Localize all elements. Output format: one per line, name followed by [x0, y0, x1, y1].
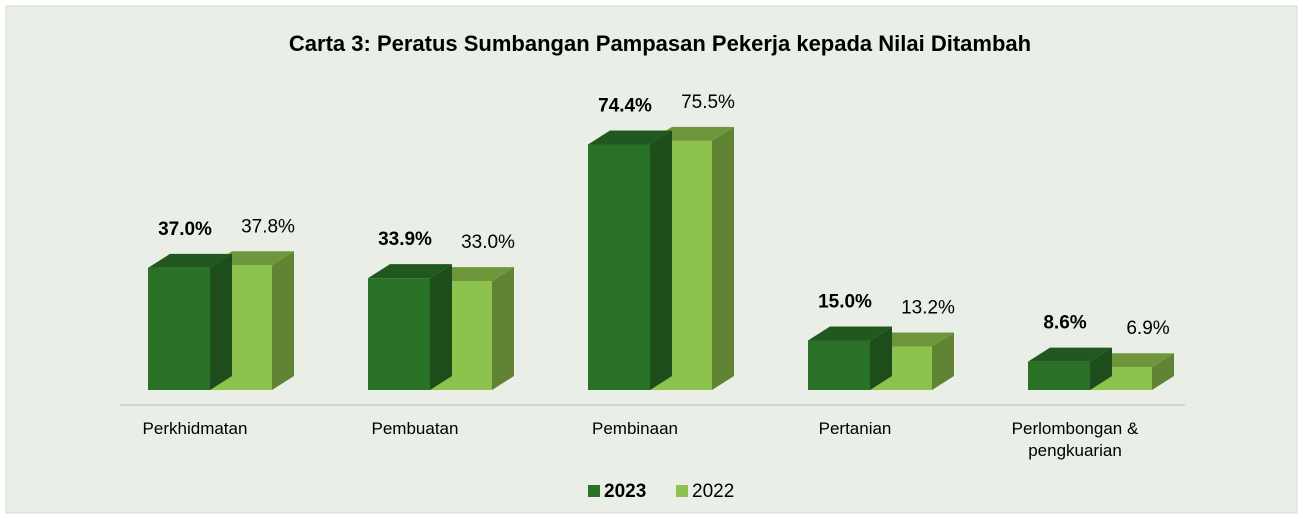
data-label: 37.8%: [241, 216, 295, 237]
data-label: 33.0%: [461, 232, 515, 253]
bar-side: [1090, 347, 1112, 390]
bar-side: [1152, 353, 1174, 390]
data-label: 75.5%: [681, 92, 735, 113]
bar: [1028, 361, 1090, 390]
bar-top: [368, 264, 452, 279]
bar-top: [808, 326, 892, 341]
bar: [588, 144, 650, 390]
data-label: 8.6%: [1043, 313, 1086, 334]
x-tick-label: Pertanian: [818, 419, 892, 438]
chart-title: Carta 3: Peratus Sumbangan Pampasan Peke…: [289, 31, 1031, 56]
bar-top: [148, 253, 232, 268]
bar-side: [932, 332, 954, 390]
legend-label: 2022: [692, 481, 734, 502]
legend-label: 2023: [604, 481, 646, 502]
data-label: 13.2%: [901, 297, 955, 318]
x-tick-label: Pembuatan: [371, 419, 459, 438]
bar-side: [492, 267, 514, 390]
bar-side: [272, 251, 294, 390]
bar-side: [210, 253, 232, 390]
legend-swatch: [676, 485, 688, 497]
bar-side: [870, 326, 892, 390]
bar: [368, 278, 430, 390]
bar: [148, 267, 210, 390]
data-label: 74.4%: [598, 95, 652, 116]
data-label: 15.0%: [818, 292, 872, 313]
bar-top: [1028, 347, 1112, 362]
x-tick-label: Perlombongan & pengkuarian: [1011, 419, 1139, 460]
legend-swatch: [588, 485, 600, 497]
data-label: 37.0%: [158, 219, 212, 240]
bar-top: [588, 130, 672, 145]
bar-side: [650, 130, 672, 391]
data-label: 6.9%: [1126, 318, 1169, 339]
x-tick-label: Pembinaan: [591, 419, 678, 438]
bar-side: [430, 264, 452, 390]
data-label: 33.9%: [378, 229, 432, 250]
bar-side: [712, 126, 734, 390]
bar: [808, 340, 870, 390]
x-tick-label: Perkhidmatan: [142, 419, 248, 438]
